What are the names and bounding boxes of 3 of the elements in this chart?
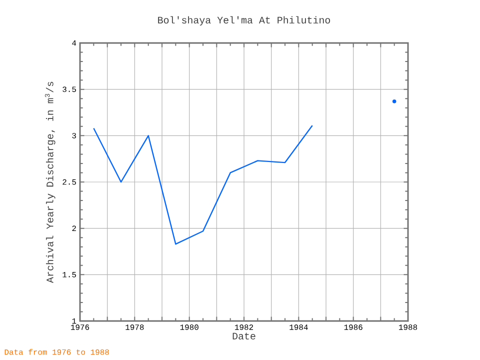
- x-axis-title: Date: [232, 332, 256, 340]
- y-axis-title: Archival Yearly Discharge, in m$^{3}$/s: [44, 82, 56, 283]
- chart-title: Bol'shaya Yel'ma At Philutino: [158, 16, 330, 26]
